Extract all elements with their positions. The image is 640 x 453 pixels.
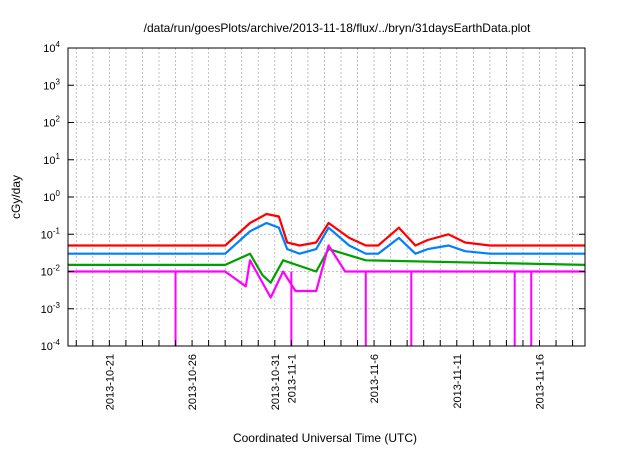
grid [68, 48, 585, 346]
x-axis-label: Coordinated Universal Time (UTC) [233, 431, 417, 445]
x-tick-label: 2013-10-21 [104, 354, 116, 410]
series-line-2 [68, 221, 585, 255]
x-tick-label: 2013-11-6 [369, 354, 381, 403]
y-tick-label: 104 [43, 40, 60, 55]
series-line-4 [68, 244, 585, 299]
y-axis: 10-4 10-3 10-2 10-1 100 101 102 103 104 [41, 40, 585, 353]
y-tick-label: 100 [43, 189, 60, 204]
chart-title: /data/run/goesPlots/archive/2013-11-18/f… [144, 21, 531, 35]
x-tick-label: 2013-10-26 [187, 354, 199, 410]
x-axis: 2013-10-21 2013-10-26 2013-10-31 2013-11-1 2… [75, 340, 574, 410]
y-axis-label: cGy/day [9, 175, 23, 219]
x-tick-label: 2013-11-16 [535, 354, 547, 409]
y-tick-label: 102 [43, 115, 60, 130]
series-line-1 [68, 212, 585, 247]
y-tick-label: 10-2 [41, 264, 61, 279]
y-tick-label: 10-3 [41, 301, 61, 316]
series-line-3 [68, 248, 586, 284]
y-tick-label: 10-4 [41, 338, 61, 353]
x-tick-label: 2013-11-1 [286, 354, 298, 403]
y-tick-label: 101 [43, 152, 60, 167]
plot-area [68, 212, 586, 346]
x-tick-label: 2013-10-31 [270, 354, 282, 410]
y-tick-label: 103 [43, 77, 60, 92]
x-tick-label: 2013-11-11 [452, 354, 464, 409]
y-tick-label: 10-1 [41, 226, 61, 241]
